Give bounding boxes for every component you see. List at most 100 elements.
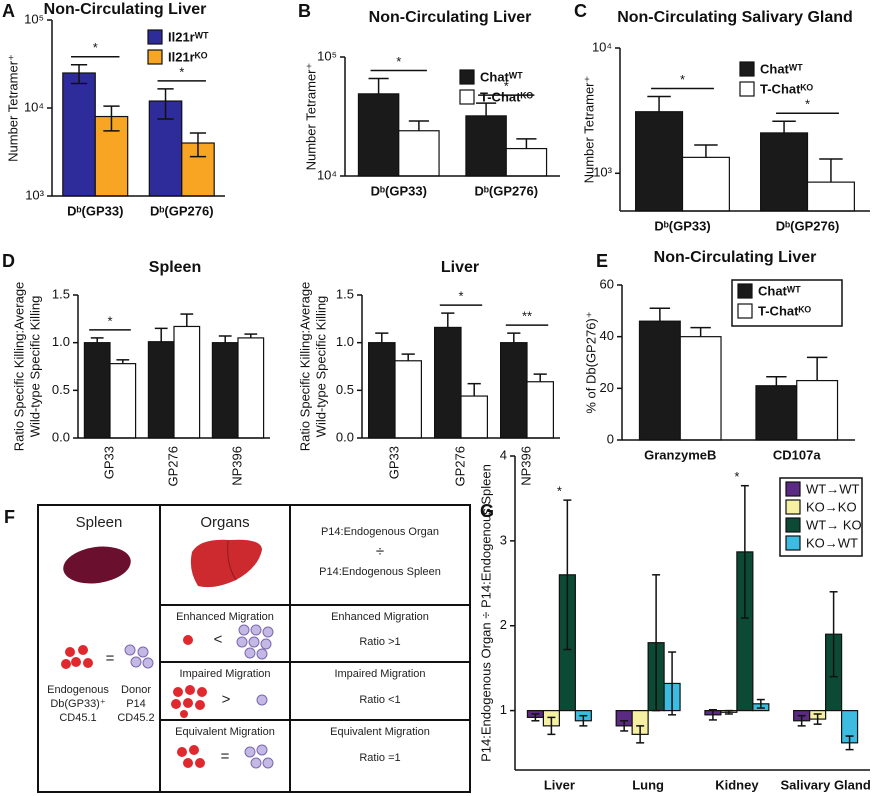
y-axis-label: Ratio Specific Killing:Average	[11, 282, 26, 452]
donor-dots	[124, 644, 154, 669]
error-bar	[531, 713, 540, 722]
x-tick-label: NP396	[518, 446, 533, 486]
bar	[460, 395, 488, 439]
spleen-label: Spleen	[76, 514, 123, 531]
y-tick-label: 10⁴	[317, 167, 337, 182]
error-bar	[157, 88, 174, 120]
liver-lobe	[227, 540, 237, 581]
row-label: Impaired Migration	[179, 668, 270, 680]
significance-label: *	[396, 54, 401, 69]
donor-line: CD45.2	[117, 712, 154, 724]
bar	[173, 325, 201, 439]
significance-label: *	[557, 484, 562, 499]
legend-label: WT→ KO	[806, 517, 862, 532]
bar	[109, 363, 137, 439]
bar	[394, 360, 422, 439]
panel-letter: F	[4, 507, 15, 527]
error-bar	[467, 382, 481, 397]
bar	[83, 342, 111, 439]
error-bar	[813, 713, 822, 725]
bar	[357, 93, 400, 177]
y-tick-label: 10⁵	[24, 11, 44, 26]
y-tick-label: 0.5	[336, 382, 354, 397]
chart-title: Non-Circulating Salivary Gland	[617, 9, 853, 26]
x-tick-label: Dᵇ(GP33)	[654, 218, 710, 233]
legend-swatch	[147, 49, 163, 65]
bar	[681, 156, 730, 212]
chart-title: Spleen	[149, 259, 201, 276]
endogenous-line: Endogenous	[47, 684, 109, 696]
error-bar	[408, 120, 429, 131]
bar	[62, 72, 96, 197]
dots	[171, 685, 207, 718]
significance-label: *	[504, 79, 509, 94]
y-tick-label: 3	[500, 532, 507, 547]
error-bar	[690, 326, 711, 337]
significance-label: **	[522, 309, 532, 324]
legend-label: Il21rᴷᴼ	[168, 49, 208, 64]
formula-op: ÷	[376, 543, 384, 560]
x-tick-label: GP276	[165, 446, 180, 486]
x-tick-label: GP276	[452, 446, 467, 486]
chart-title: Non-Circulating Liver	[44, 1, 207, 18]
error-bar	[766, 375, 787, 386]
error-bar	[368, 77, 389, 94]
panel-letter: A	[2, 1, 15, 21]
dots	[236, 624, 274, 660]
x-tick-label: CD107a	[773, 447, 821, 462]
y-tick-label: 10³	[593, 165, 612, 180]
formula-bottom: P14:Endogenous Spleen	[319, 566, 441, 578]
error-bar	[756, 698, 765, 709]
y-axis-label: Number Tetramer⁺	[5, 54, 20, 162]
legend-label: Il21rᵂᵀ	[168, 29, 209, 44]
legend-label: T-Chatᴷᴼ	[480, 89, 533, 104]
bar	[368, 342, 396, 439]
endogenous-line: Db(GP33)⁺	[50, 698, 106, 710]
chart-title: Non-Circulating Liver	[369, 9, 532, 26]
significance-label: *	[93, 40, 98, 55]
x-tick-label: Dᵇ(GP33)	[371, 183, 427, 198]
x-tick-label: Kidney	[715, 777, 759, 792]
significance-label: *	[680, 72, 685, 87]
error-bar	[649, 307, 671, 322]
bar	[796, 379, 839, 441]
x-tick-label: GP33	[101, 446, 116, 479]
error-bar	[516, 138, 537, 149]
error-bar	[647, 95, 671, 112]
panel-letter: E	[596, 251, 608, 271]
bar	[806, 181, 855, 212]
bar	[237, 337, 265, 439]
chart-title: Liver	[441, 259, 479, 276]
legend-swatch	[737, 303, 753, 319]
frame	[37, 504, 471, 793]
error-bar	[579, 714, 588, 727]
row-result: Impaired Migration	[334, 668, 425, 680]
error-bar	[636, 725, 645, 744]
spleen-icon	[63, 546, 131, 584]
y-tick-label: 0.0	[336, 429, 354, 444]
error-bar	[652, 574, 661, 712]
diagram-f: F Spleen Organs P14:Endogenous Organ ÷ P…	[4, 504, 471, 793]
x-tick-label: Salivary Gland	[780, 777, 870, 792]
error-bar	[401, 353, 415, 361]
row-symbol: <	[214, 631, 223, 648]
y-axis-label: Number Tetramer⁺	[303, 63, 318, 171]
legend-label: Chatᵂᵀ	[758, 283, 801, 298]
chart: D Spleen Ratio Specific Killing:Average Wil…	[2, 251, 270, 486]
error-bar	[189, 132, 207, 158]
legend-swatch	[785, 481, 801, 497]
chart: C Non-Circulating Salivary Gland Number Te…	[574, 1, 870, 233]
legend-label: Chatᵂᵀ	[480, 69, 523, 84]
x-tick-label: Dᵇ(GP33)	[67, 203, 123, 218]
error-bar	[797, 714, 806, 727]
error-bar	[218, 335, 232, 343]
y-tick-label: 1.5	[336, 286, 354, 301]
dots	[177, 745, 205, 768]
significance-label: *	[179, 64, 184, 79]
endogenous-dots	[61, 645, 93, 669]
panel-letter: B	[298, 1, 311, 21]
bar	[500, 342, 528, 439]
y-tick-label: 1.0	[336, 334, 354, 349]
error-bar	[244, 333, 258, 338]
y-tick-label: 10³	[25, 187, 44, 202]
